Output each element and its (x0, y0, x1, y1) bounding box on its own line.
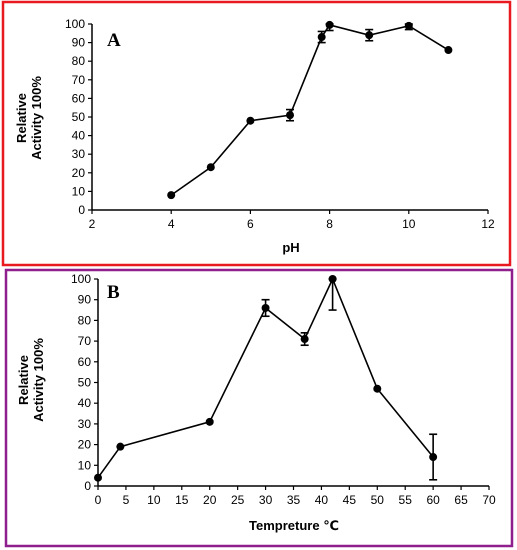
chart-b-x-tick-label: 10 (147, 493, 161, 507)
chart-b-y-tick-label: 90 (78, 293, 92, 307)
chart-b-data-point (300, 335, 309, 344)
chart-a-data-point (286, 111, 294, 120)
chart-a-data-point (365, 31, 374, 40)
panel-a-frame (1, 0, 512, 267)
chart-b-data-point (429, 453, 438, 462)
chart-b-x-tick-label: 35 (287, 493, 301, 507)
chart-b-data-point (373, 384, 382, 393)
chart-b-x-tick-label: 20 (203, 493, 217, 507)
chart-a-y-tick-label: 30 (72, 147, 86, 161)
chart-b-x-tick-label: 60 (426, 493, 440, 507)
chart-b-y-tick-label: 30 (78, 417, 92, 431)
chart-a-y-tick-label: 20 (72, 166, 86, 180)
chart-a: A pH Relative Activity 100% 0 10 20 30 40 50 6… (14, 17, 495, 255)
chart-a-x-tick-label: 8 (326, 217, 333, 231)
panel-label-b: B (107, 282, 120, 303)
chart-b-data-point (205, 417, 214, 426)
chart-a-ylabel-line-1: Relative (14, 93, 29, 143)
chart-b-x-tick-label: 25 (231, 493, 245, 507)
chart-b-x-tick-label: 55 (399, 493, 413, 507)
chart-a-y-tick-label: 10 (72, 184, 86, 198)
chart-a-y-tick-label: 50 (72, 110, 86, 124)
chart-a-data-point (444, 46, 453, 55)
chart-a-data-point (317, 33, 326, 42)
chart-a-y-tick-label: 0 (78, 203, 85, 217)
chart-a-y-tick-label: 90 (72, 36, 86, 50)
chart-b-data-point (261, 303, 270, 312)
chart-a-data-point (404, 21, 413, 30)
chart-a-data-point (246, 116, 255, 125)
chart-a-data-point (325, 20, 334, 29)
chart-a-x-tick-label: 12 (481, 217, 495, 231)
chart-b-y-tick-label: 80 (78, 313, 92, 327)
chart-b-x-tick-label: 30 (259, 493, 273, 507)
chart-b-x-tick-label: 5 (123, 493, 130, 507)
chart-b-y-tick-label: 60 (78, 355, 92, 369)
chart-a-y-tick-label: 70 (72, 73, 86, 87)
chart-b-ylabel-line-2: Activity 100% (31, 338, 46, 422)
chart-b-y-tick-label: 40 (78, 396, 92, 410)
chart-b-x-tick-label: 70 (482, 493, 496, 507)
chart-a-ylabel-line-2: Activity 100% (29, 76, 44, 160)
chart-b-y-tick-label: 100 (71, 272, 91, 286)
chart-b-x-tick-label: 50 (371, 493, 385, 507)
chart-b-data-point (94, 473, 102, 482)
chart-a-y-tick-label: 100 (65, 17, 85, 31)
chart-b-x-tick-label: 45 (343, 493, 357, 507)
chart-b-data-point (328, 275, 337, 283)
panel-label-a: A (107, 30, 121, 51)
chart-b-y-tick-label: 50 (78, 376, 92, 390)
chart-b-y-tick-label: 70 (78, 334, 92, 348)
chart-b-x-tick-label: 65 (454, 493, 468, 507)
chart-b-y-tick-label: 0 (84, 479, 91, 493)
chart-a-x-tick-label: 4 (168, 217, 175, 231)
chart-b-ylabel-line-1: Relative (16, 355, 31, 405)
chart-a-y-tick-label: 60 (72, 91, 86, 105)
chart-a-x-tick-label: 10 (402, 217, 416, 231)
chart-b-x-tick-label: 15 (175, 493, 189, 507)
chart-b-series-line (97, 276, 434, 479)
chart-a-x-tick-label: 6 (247, 217, 254, 231)
chart-a-data-point (206, 163, 215, 172)
chart-b-x-tick-label: 0 (95, 493, 102, 507)
chart-b-y-tick-label: 20 (78, 438, 92, 452)
chart-a-xlabel: pH (282, 240, 299, 255)
chart-a-x-tick-label: 2 (89, 217, 96, 231)
chart-b-y-tick-label: 10 (78, 458, 92, 472)
chart-b: B Tempreture ℃ Relative Activity 100% 0 1… (16, 272, 496, 533)
chart-a-y-tick-label: 40 (72, 129, 86, 143)
chart-b-xlabel: Tempreture ℃ (249, 518, 339, 533)
chart-a-data-point (167, 191, 176, 200)
chart-b-data-point (116, 442, 125, 451)
chart-b-x-tick-label: 40 (315, 493, 329, 507)
panel-b-frame (4, 268, 514, 548)
chart-a-y-tick-label: 80 (72, 54, 86, 68)
